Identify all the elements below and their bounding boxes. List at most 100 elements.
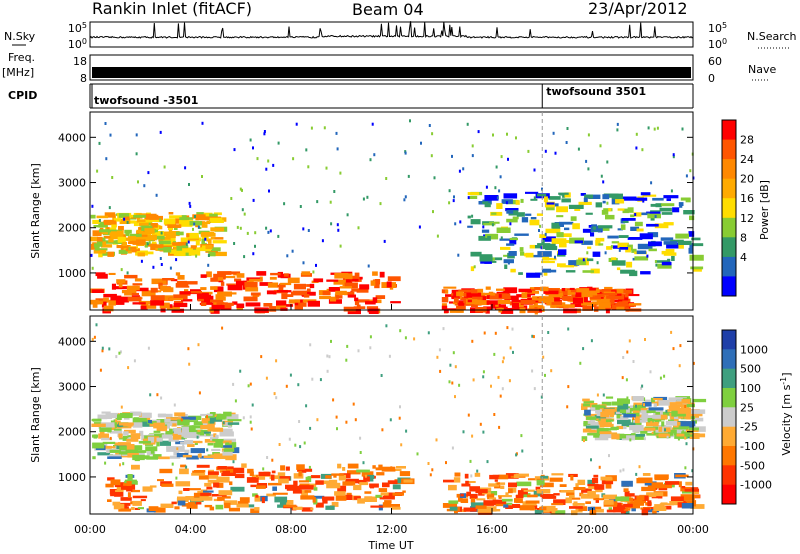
power-cell — [232, 301, 238, 305]
velocity-cell — [586, 403, 598, 406]
velocity-cell — [672, 347, 675, 351]
power-cell — [602, 200, 606, 204]
power-cell — [600, 174, 603, 178]
velocity-cell — [170, 422, 173, 426]
power-cell — [486, 300, 498, 305]
power-cell — [354, 297, 359, 302]
freq-nave-band — [92, 67, 691, 78]
velocity-cell — [660, 484, 672, 489]
power-cell — [592, 304, 597, 308]
velocity-cell — [242, 416, 245, 420]
power-cell — [481, 229, 490, 233]
velocity-cell — [382, 482, 390, 488]
power-cell — [491, 223, 494, 227]
velocity-cell — [268, 482, 282, 486]
power-cell — [160, 231, 163, 235]
power-cell — [678, 202, 684, 206]
power-cell — [180, 248, 193, 253]
power-cell — [372, 271, 378, 276]
power-cell — [239, 187, 242, 191]
velocity-cell — [91, 423, 106, 427]
power-colorbar-frame — [721, 119, 737, 297]
power-cell — [482, 201, 489, 204]
velocity-colorbar-tick: -100 — [740, 440, 765, 453]
velocity-cell — [256, 485, 266, 489]
power-cell — [140, 305, 148, 310]
velocity-cell — [223, 448, 235, 452]
power-cell — [598, 225, 613, 229]
velocity-cell — [156, 440, 160, 447]
power-cell — [152, 265, 155, 269]
velocity-cell — [611, 401, 624, 406]
power-cell — [529, 245, 542, 249]
velocity-cell — [173, 428, 182, 434]
power-cell — [158, 240, 171, 245]
velocity-cell — [623, 413, 636, 418]
velocity-colorbar-tick: -25 — [740, 421, 758, 434]
power-cell — [276, 300, 287, 307]
power-cell — [637, 243, 653, 250]
power-cell — [204, 295, 214, 301]
velocity-cell — [109, 430, 123, 434]
power-cell — [603, 293, 618, 296]
power-cell — [499, 175, 502, 179]
velocity-cell — [221, 496, 231, 499]
power-cell — [173, 302, 188, 308]
velocity-cell — [250, 427, 253, 431]
velocity-cell — [669, 415, 681, 420]
power-cell — [216, 302, 228, 305]
power-cell — [335, 290, 347, 295]
velocity-cell — [456, 506, 460, 512]
power-cell — [544, 232, 547, 236]
velocity-cell — [586, 416, 597, 420]
velocity-cell — [178, 446, 185, 452]
power-cell — [333, 279, 346, 285]
velocity-cell — [650, 421, 653, 425]
velocity-cell — [536, 489, 551, 494]
velocity-cell — [573, 501, 578, 507]
power-cell — [500, 155, 503, 159]
power-cell — [538, 299, 553, 303]
velocity-cell — [123, 431, 129, 436]
velocity-cell — [607, 432, 618, 435]
power-cell — [227, 285, 243, 291]
velocity-cell — [337, 485, 347, 492]
power-cell — [234, 278, 242, 282]
velocity-cell — [272, 492, 288, 495]
velocity-cell — [689, 433, 700, 439]
velocity-cell — [652, 414, 661, 419]
power-cell — [217, 277, 223, 281]
velocity-cell — [225, 442, 230, 445]
power-cell — [404, 151, 407, 155]
power-cell — [115, 296, 129, 303]
velocity-cell — [116, 420, 121, 424]
power-cell — [648, 248, 657, 252]
velocity-cell — [107, 456, 122, 459]
power-cell — [168, 229, 173, 235]
power-cell — [141, 303, 149, 306]
velocity-cell — [277, 472, 286, 478]
velocity-cell — [669, 406, 680, 410]
power-cell — [627, 237, 643, 240]
velocity-cell — [225, 454, 237, 461]
power-cell — [286, 254, 289, 258]
power-cell — [200, 287, 207, 291]
power-cell — [650, 203, 660, 207]
x-axis-label: Time UT — [367, 539, 413, 552]
power-cell — [477, 130, 480, 134]
power-cell — [172, 242, 185, 246]
velocity-cell — [469, 459, 472, 463]
velocity-cell — [614, 502, 622, 507]
power-cell — [507, 157, 509, 161]
velocity-cell — [605, 482, 612, 489]
freq-label-line1: Freq. — [8, 51, 35, 64]
power-cell — [210, 277, 219, 282]
velocity-cell — [217, 466, 227, 470]
power-cell — [530, 198, 538, 201]
velocity-cell — [228, 507, 240, 512]
velocity-cell — [113, 428, 122, 431]
velocity-cell — [625, 493, 635, 497]
power-cell — [627, 207, 634, 213]
power-cell — [269, 229, 272, 233]
